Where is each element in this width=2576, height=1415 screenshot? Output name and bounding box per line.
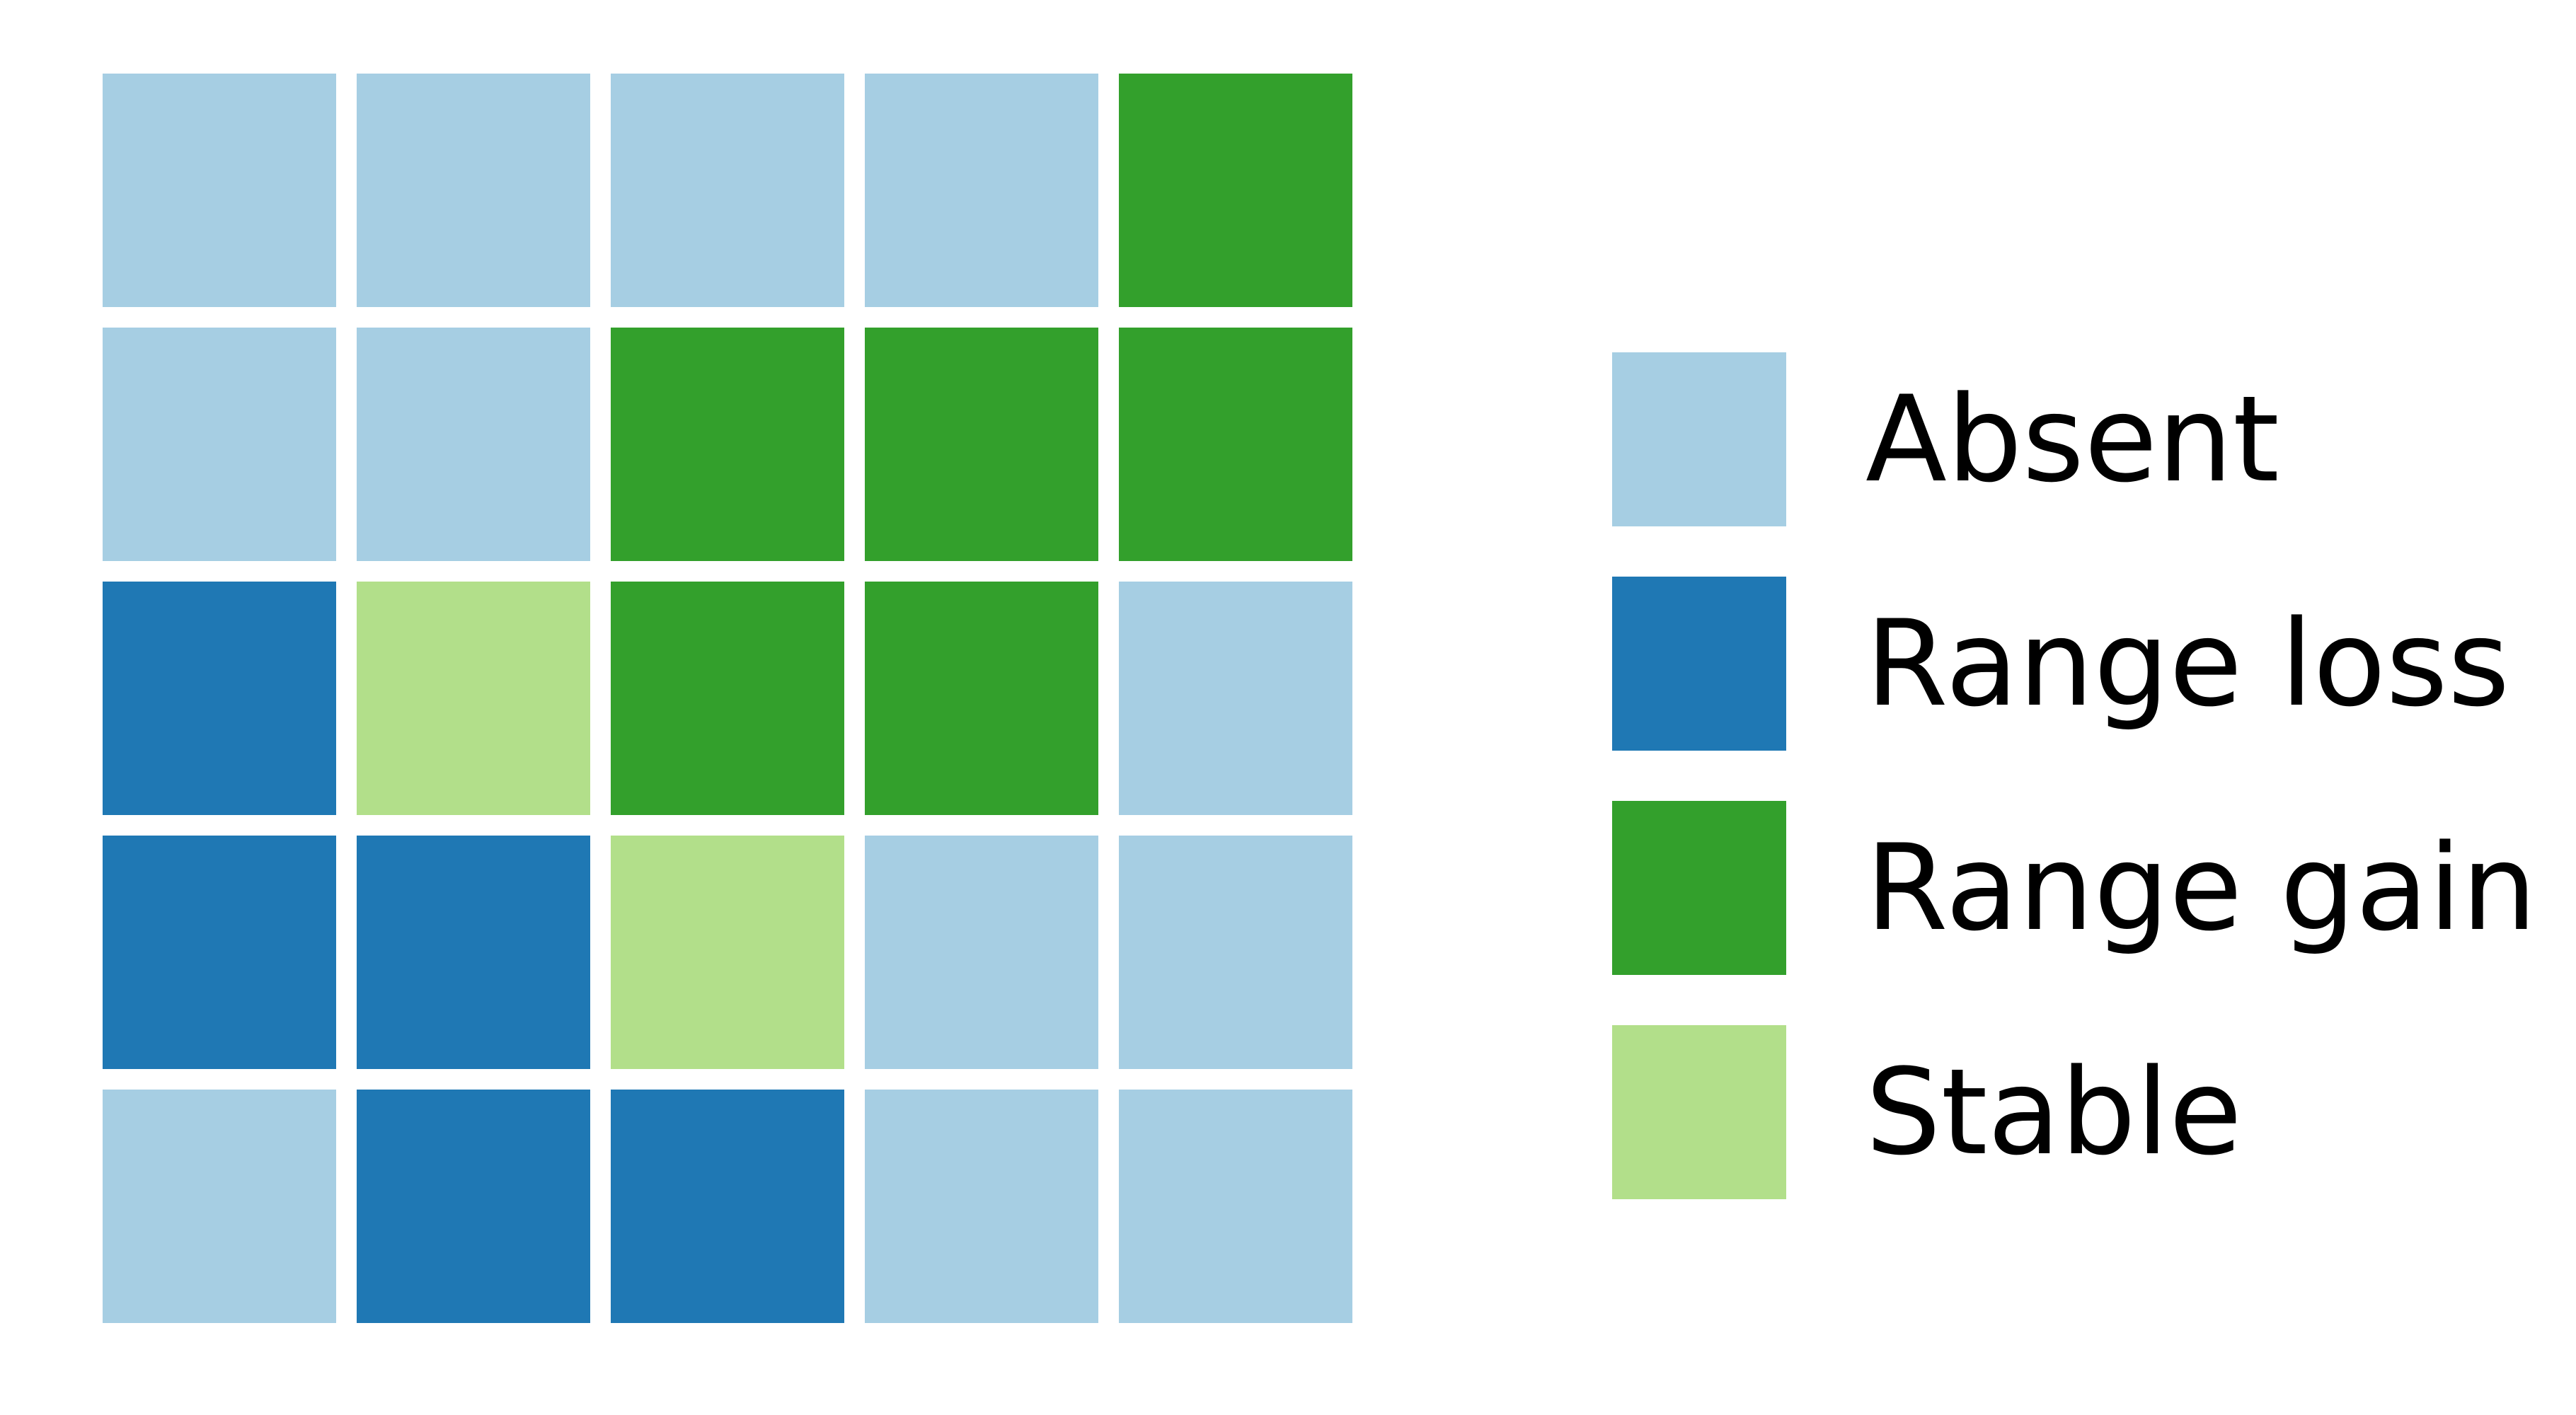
heatmap-cell-r5-c2-range-loss [357,1090,590,1323]
heatmap-cell-r2-c3-range-gain [611,328,844,561]
heatmap-cell-r3-c4-range-gain [865,582,1098,815]
legend-label-absent: Absent [1865,370,2279,509]
heatmap-cell-r5-c4-absent [865,1090,1098,1323]
heatmap-cell-r2-c2-absent [357,328,590,561]
legend-swatch-range-loss [1612,577,1786,751]
heatmap-cell-r3-c3-range-gain [611,582,844,815]
legend-entry-range-gain: Range gain [1612,801,2537,975]
heatmap-cell-r4-c3-stable [611,836,844,1069]
heatmap-cell-r1-c2-absent [357,74,590,307]
legend-swatch-absent [1612,352,1786,526]
heatmap-cell-r1-c5-range-gain [1119,74,1352,307]
heatmap-grid [103,74,1352,1323]
heatmap-cell-r5-c1-absent [103,1090,336,1323]
legend-label-range-gain: Range gain [1865,819,2537,957]
legend-entry-absent: Absent [1612,352,2279,526]
heatmap-cell-r3-c1-range-loss [103,582,336,815]
legend: Absent Range loss Range gain Stable [1612,352,2537,1199]
heatmap-cell-r4-c1-range-loss [103,836,336,1069]
legend-label-range-loss: Range loss [1865,594,2509,733]
heatmap-cell-r3-c2-stable [357,582,590,815]
heatmap-cell-r5-c5-absent [1119,1090,1352,1323]
legend-swatch-stable [1612,1025,1786,1199]
heatmap-cell-r1-c3-absent [611,74,844,307]
heatmap-cell-r2-c4-range-gain [865,328,1098,561]
heatmap-cell-r2-c1-absent [103,328,336,561]
heatmap-cell-r2-c5-range-gain [1119,328,1352,561]
legend-label-stable: Stable [1865,1043,2242,1182]
heatmap-cell-r4-c4-absent [865,836,1098,1069]
heatmap-cell-r4-c2-range-loss [357,836,590,1069]
heatmap-cell-r5-c3-range-loss [611,1090,844,1323]
legend-entry-stable: Stable [1612,1025,2242,1199]
heatmap-cell-r1-c1-absent [103,74,336,307]
heatmap-cell-r1-c4-absent [865,74,1098,307]
heatmap-cell-r3-c5-absent [1119,582,1352,815]
heatmap-cell-r4-c5-absent [1119,836,1352,1069]
legend-swatch-range-gain [1612,801,1786,975]
legend-entry-range-loss: Range loss [1612,577,2509,751]
